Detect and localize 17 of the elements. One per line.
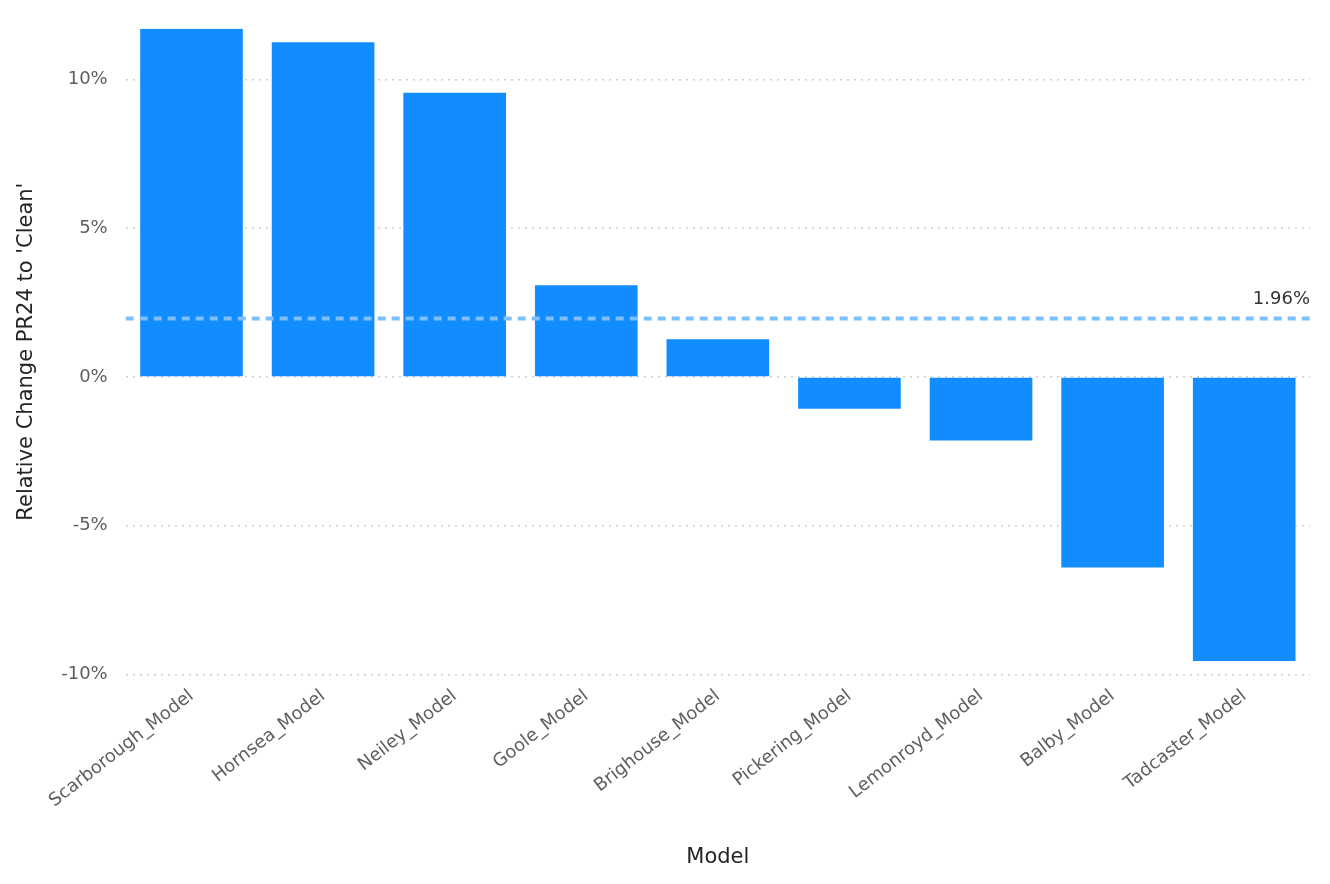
y-tick-label: 5%: [79, 215, 108, 237]
bar: [403, 92, 506, 377]
bar: [798, 377, 901, 409]
y-tick-label: 10%: [67, 67, 108, 89]
bar: [271, 42, 375, 377]
y-tick-label: -5%: [72, 513, 108, 535]
bar: [929, 377, 1033, 441]
bar: [534, 285, 638, 377]
bar: [1061, 377, 1164, 568]
bar: [140, 28, 243, 377]
y-tick-label: 0%: [79, 364, 108, 386]
bar: [1192, 377, 1296, 662]
y-axis-title: Relative Change PR24 to 'Clean': [13, 182, 38, 521]
bar: [666, 339, 770, 377]
x-axis-title: Model: [686, 843, 750, 868]
y-tick-label: -10%: [61, 662, 108, 684]
ref-line-label: 1.96%: [1252, 287, 1310, 309]
